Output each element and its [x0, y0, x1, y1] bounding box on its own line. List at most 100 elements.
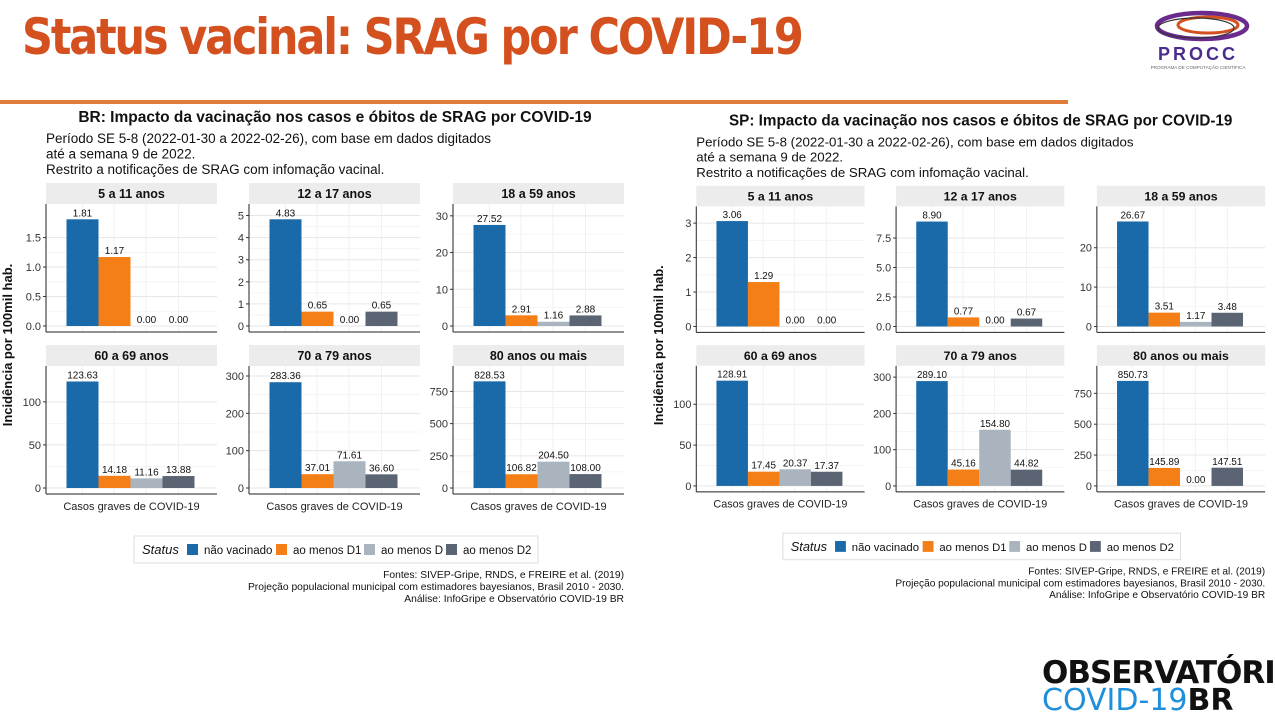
y-tick-label: 300	[873, 372, 891, 384]
bar-value-label: 71.61	[337, 450, 362, 461]
y-tick-label: 250	[1074, 450, 1092, 462]
y-tick-label: 250	[430, 451, 448, 463]
y-tick-label: 0	[442, 321, 448, 333]
legend-label: ao menos D2	[1107, 542, 1174, 554]
bar-value-label: 1.17	[1186, 311, 1205, 322]
y-tick-label: 0	[885, 481, 891, 493]
y-tick-label: 3	[238, 255, 244, 267]
bar-3	[130, 478, 163, 488]
y-tick-label: 0	[1086, 481, 1092, 493]
facet-label: 70 a 79 anos	[297, 349, 371, 363]
bar-4	[810, 471, 843, 486]
facet-5: 70 a 79 anos 0 100 200 300 283.36 37.01 71.61 36…	[226, 345, 420, 513]
facet-label: 80 anos ou mais	[1133, 349, 1229, 363]
procc-logo-subtitle: PROGRAMA DE COMPUTAÇÃO CIENTÍFICA	[1151, 64, 1247, 70]
x-axis-label: Casos graves de COVID-19	[913, 499, 1047, 511]
y-tick-label: 20	[436, 248, 448, 260]
legend-label: ao menos D1	[939, 542, 1006, 554]
legend: Status não vacinado ao menos D1 ao menos D a…	[782, 532, 1182, 561]
bar-3	[979, 429, 1011, 486]
bar-4	[1010, 318, 1043, 327]
legend-label: ao menos D1	[293, 545, 361, 557]
bar-4	[569, 315, 602, 326]
bar-3	[1180, 321, 1212, 327]
bar-value-label: 13.88	[166, 465, 191, 476]
bar-value-label: 0.00	[340, 315, 360, 326]
bar-2	[98, 257, 131, 326]
chart-title: BR: Impacto da vacinação nos casos e óbi…	[78, 109, 592, 126]
y-tick-label: 7.5	[876, 233, 891, 245]
bar-value-label: 283.36	[270, 371, 301, 382]
chart-subtitle-line: Restrito a notificações de SRAG com info…	[46, 162, 384, 177]
facet-strip	[696, 345, 865, 366]
bar-value-label: 0.00	[1186, 475, 1206, 486]
facet-6: 80 anos ou mais 0 250 500 750 828.53 106.82204…	[430, 345, 624, 513]
bar-value-label: 289.10	[917, 370, 948, 381]
y-tick-label: 100	[873, 445, 891, 457]
legend-box	[133, 535, 539, 564]
legend-title: Status	[791, 539, 828, 554]
x-axis-label: Casos graves de COVID-19	[470, 501, 606, 513]
bar-1	[1117, 221, 1149, 327]
bar-value-label: 11.16	[134, 467, 159, 478]
bar-1	[1117, 380, 1149, 486]
legend-label: não vacinado	[204, 545, 272, 557]
facet-3: 18 a 59 anos 0 10 20 30 27.52 2.91 1.16 2.88	[436, 183, 624, 333]
bar-4	[1010, 469, 1043, 486]
bar-value-label: 1.16	[544, 311, 564, 322]
bar-value-label: 27.52	[477, 214, 502, 225]
y-tick-label: 300	[226, 371, 244, 383]
y-tick-label: 0	[238, 321, 244, 333]
y-tick-label: 1.5	[26, 233, 41, 245]
y-tick-label: 0.0	[26, 321, 41, 333]
facet-label: 60 a 69 anos	[744, 349, 817, 363]
title-underline	[0, 100, 1068, 104]
y-tick-label: 2.5	[876, 292, 891, 304]
y-tick-label: 5.0	[876, 262, 891, 274]
y-tick-label: 4	[238, 233, 244, 245]
facet-strip	[249, 183, 420, 204]
bar-value-label: 204.50	[538, 451, 569, 462]
facet-strip	[896, 345, 1065, 366]
source-line: Fontes: SIVEP-Gripe, RNDS, e FREIRE et a…	[1028, 566, 1265, 577]
bar-value-label: 4.83	[276, 208, 296, 219]
bar-2	[1148, 312, 1181, 327]
bar-2	[301, 474, 334, 488]
bar-1	[716, 221, 748, 327]
facet-4: 60 a 69 anos 0 50 100 123.63 14.18 11.16 13.88 C…	[23, 345, 217, 513]
chart-subtitle-line: até a semana 9 de 2022.	[696, 150, 843, 165]
y-tick-label: 5	[238, 211, 244, 223]
bar-4	[1211, 312, 1244, 327]
bar-value-label: 3.51	[1155, 302, 1174, 313]
y-tick-label: 100	[673, 399, 691, 411]
bar-value-label: 1.81	[73, 208, 93, 219]
legend-swatch	[922, 541, 934, 552]
y-tick-label: 0	[238, 483, 244, 495]
legend-swatch	[364, 544, 375, 555]
y-tick-label: 750	[430, 386, 448, 398]
observatorio-logo: OBSERVATÓRIO COVID-19BR	[1042, 655, 1275, 718]
bar-value-label: 0.65	[372, 301, 392, 312]
bar-value-label: 26.67	[1120, 211, 1145, 222]
bar-value-label: 0.65	[308, 301, 328, 312]
bar-2	[747, 471, 780, 486]
facet-strip	[453, 345, 624, 366]
bar-value-label: 0.00	[169, 315, 189, 326]
bar-value-label: 0.00	[786, 316, 806, 327]
bar-value-label: 8.90	[922, 211, 942, 222]
bar-value-label: 2.91	[512, 304, 532, 315]
facet-label: 5 a 11 anos	[98, 187, 165, 201]
bar-value-label: 37.01	[305, 463, 330, 474]
bar-1	[66, 381, 99, 488]
bar-value-label: 850.73	[1118, 370, 1149, 381]
facet-strip	[696, 185, 865, 207]
legend-swatch	[187, 544, 198, 555]
chart-subtitle-line: até a semana 9 de 2022.	[46, 147, 195, 162]
bar-value-label: 0.77	[954, 306, 973, 317]
y-tick-label: 10	[1080, 282, 1092, 294]
y-tick-label: 1.0	[26, 262, 41, 274]
facet-strip	[1096, 185, 1266, 207]
facet-2: 12 a 17 anos 0.0 2.5 5.0 7.5 8.90 0.77 0.00 0.67	[876, 185, 1065, 333]
chart-subtitle-line: Período SE 5-8 (2022-01-30 a 2022-02-26)…	[46, 131, 491, 146]
x-axis-label: Casos graves de COVID-19	[713, 499, 847, 511]
